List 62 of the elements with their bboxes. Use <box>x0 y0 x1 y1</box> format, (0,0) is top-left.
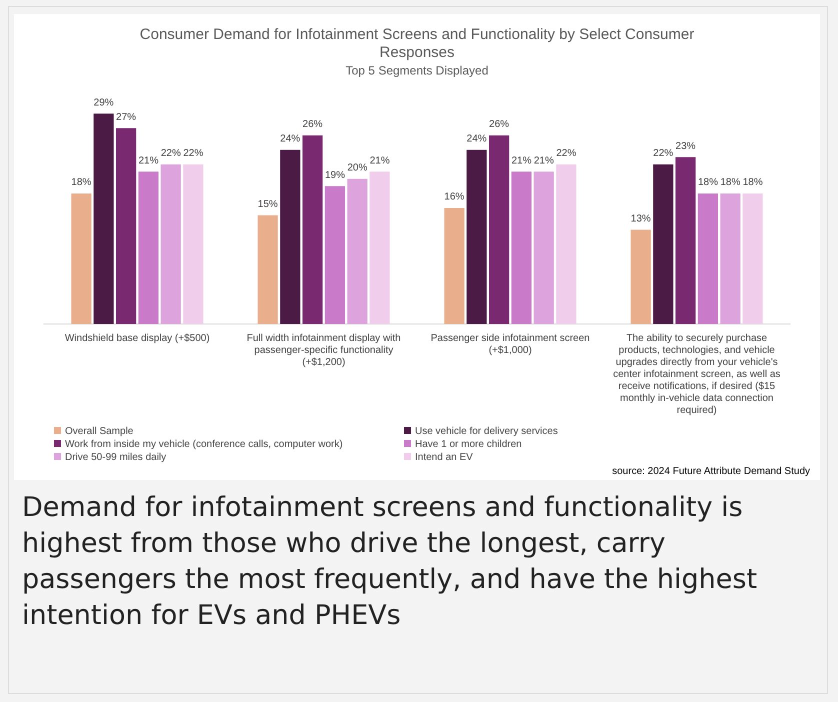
legend-label: Overall Sample <box>64 426 134 437</box>
data-label: 18% <box>71 177 92 188</box>
data-label: 16% <box>444 192 464 203</box>
text: Demand for infotainment screens and functionality is highest from those who drive the longest, carry passengers the most frequently, and have the highest intention for EVs and PHEVs <box>22 491 758 633</box>
bar <box>116 128 136 324</box>
x-tick-label: Full width infotainment display with passenger-specific functionality (+$1,200) <box>246 332 401 368</box>
legend-label: Intend an EV <box>414 452 474 463</box>
data-label: 29% <box>94 97 114 108</box>
data-label: 23% <box>676 140 696 152</box>
bar <box>258 215 278 324</box>
bar <box>94 114 114 324</box>
bar <box>138 172 159 324</box>
bar <box>370 172 390 324</box>
legend-label: Use vehicle for delivery services <box>414 426 559 437</box>
bar <box>347 178 368 324</box>
data-label: 22% <box>556 148 576 160</box>
x-tick-label: Passenger side infotainment screen (+$1,000) <box>430 332 590 356</box>
bar <box>720 193 740 324</box>
data-label: 22% <box>653 148 674 160</box>
data-label: 22% <box>160 148 181 160</box>
bar <box>183 164 204 324</box>
bar <box>71 193 92 324</box>
bar <box>653 164 674 324</box>
x-tick-label: Windshield base display (+$500) <box>64 332 210 344</box>
data-label: 26% <box>489 119 510 130</box>
chart-subtitle: Top 5 Segments Displayed <box>346 64 488 78</box>
data-label: 13% <box>630 213 651 224</box>
data-label: 18% <box>698 177 718 188</box>
data-label: 26% <box>302 119 323 130</box>
bar <box>675 157 696 324</box>
data-label: 21% <box>511 155 532 166</box>
bar <box>488 135 510 324</box>
data-label: 20% <box>347 162 368 174</box>
legend-label: Drive 50-99 miles daily <box>64 452 168 463</box>
bar <box>466 150 487 324</box>
source-note: source: 2024 Future Attribute Demand Study <box>612 466 810 477</box>
data-label: 18% <box>742 177 763 188</box>
data-label: 27% <box>116 112 136 123</box>
bar <box>698 193 718 324</box>
x-tick-label: The ability to securely purchase products, technologies, and vehicle upgrades directly from your vehicle's center infotainment screen, as well as receive notifications, if desired ($15 monthly in-vehicle data connection required) <box>613 332 780 416</box>
bar <box>302 135 323 324</box>
data-label: 24% <box>466 134 487 145</box>
data-label: 18% <box>720 177 740 188</box>
bar <box>534 172 554 324</box>
data-label: 19% <box>324 170 346 181</box>
bar <box>742 193 763 324</box>
bar <box>324 186 346 324</box>
bar <box>630 230 651 324</box>
legend-label: Work from inside my vehicle (conference calls, computer work) <box>64 439 344 450</box>
bar <box>511 172 532 324</box>
data-label: 21% <box>138 155 159 166</box>
legend-label: Have 1 or more children <box>414 439 523 450</box>
bar <box>556 164 576 324</box>
data-label: 24% <box>280 134 300 145</box>
bar <box>444 208 464 324</box>
data-label: 21% <box>370 155 390 166</box>
data-label: 22% <box>183 148 204 160</box>
data-label: 21% <box>534 155 554 166</box>
bar <box>160 164 181 324</box>
data-label: 15% <box>258 198 278 210</box>
bar <box>280 150 300 324</box>
chart-title: Consumer Demand for Infotainment Screens and Functionality by Select Consumer Responses <box>140 26 694 62</box>
